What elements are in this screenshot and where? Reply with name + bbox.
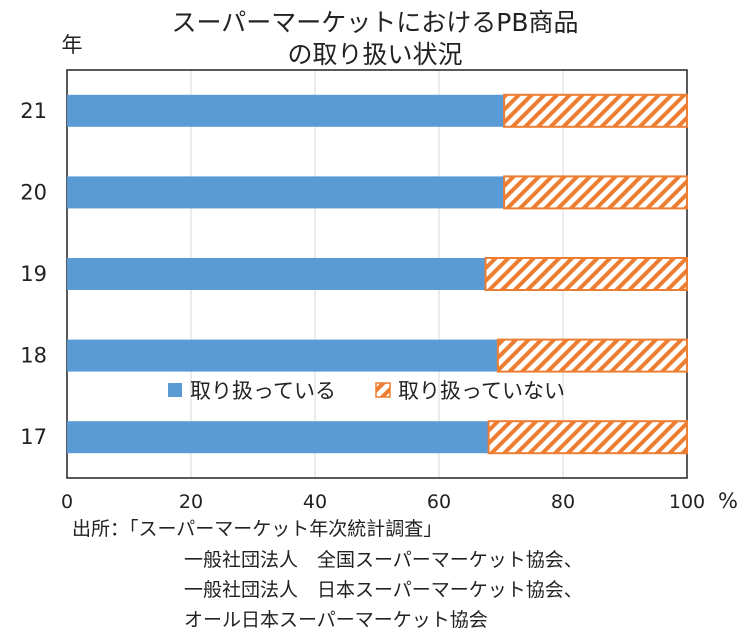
y-category-label: 20: [20, 180, 47, 204]
y-category-label: 18: [20, 344, 47, 368]
bar-18-series-1: [67, 339, 498, 372]
x-tick-label: 60: [427, 491, 451, 513]
bar-19-series-1: [67, 258, 486, 290]
x-tick-label: 20: [179, 491, 203, 513]
x-tick-label: 100: [669, 491, 705, 513]
legend-label-1: 取り扱っている: [190, 379, 336, 403]
chart-title-line-1: スーパーマーケットにおけるPB商品: [172, 8, 579, 37]
bar-19-series-2: [484, 257, 688, 291]
legend-swatch-2: [375, 382, 391, 398]
legend-label-2: 取り扱っていない: [398, 379, 565, 403]
chart-title-line-2: の取り扱い状況: [287, 40, 462, 69]
bar-18-series-2: [496, 338, 688, 373]
bar-17-series-2: [487, 420, 688, 455]
source-line-3: 一般社団法人 日本スーパーマーケット協会、: [184, 579, 583, 601]
y-axis-label: 年: [62, 33, 83, 57]
source-line-4: オール日本スーパーマーケット協会: [184, 609, 488, 631]
bar-20-series-2: [503, 175, 688, 210]
source-line-1: 出所：「スーパーマーケット年次統計調査」: [72, 518, 443, 540]
bar-20-series-1: [67, 176, 505, 209]
y-category-label: 17: [20, 425, 47, 449]
x-axis-unit: %: [718, 489, 738, 513]
x-tick-label: 80: [551, 491, 575, 513]
bar-21-series-2: [503, 93, 688, 128]
legend-swatch-1: [168, 383, 182, 397]
x-tick-label: 0: [61, 491, 73, 513]
bar-chart: スーパーマーケットにおけるPB商品 の取り扱い状況 年 21 20 19 18 17 0…: [20, 8, 738, 513]
x-tick-label: 40: [303, 491, 327, 513]
bar-17-series-1: [67, 421, 489, 454]
y-category-label: 19: [20, 262, 47, 286]
bar-21-series-1: [67, 94, 505, 127]
y-category-label: 21: [20, 99, 47, 123]
source-line-2: 一般社団法人 全国スーパーマーケット協会、: [184, 549, 583, 571]
